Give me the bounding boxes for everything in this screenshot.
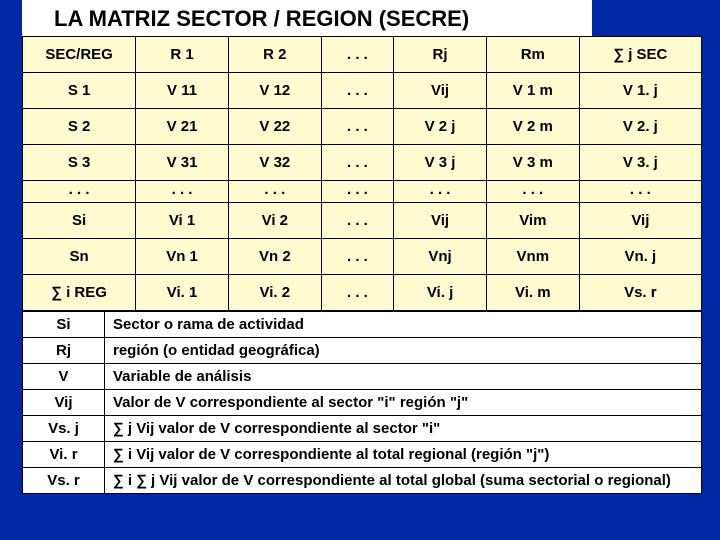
matrix-cell: S 1 — [23, 73, 136, 109]
matrix-column-header: SEC/REG — [23, 37, 136, 73]
matrix-cell: . . . — [321, 145, 393, 181]
matrix-column-header: Rm — [486, 37, 579, 73]
matrix-row: S 2V 21V 22. . .V 2 jV 2 mV 2. j — [23, 109, 702, 145]
legend-key: Vs. j — [23, 416, 105, 442]
legend-key: Vij — [23, 390, 105, 416]
matrix-cell: V 21 — [136, 109, 229, 145]
matrix-row: . . .. . .. . .. . .. . .. . .. . . — [23, 181, 702, 203]
secre-matrix-table: SEC/REGR 1R 2. . .RjRm∑ j SEC S 1V 11V 1… — [22, 36, 702, 311]
matrix-cell: . . . — [321, 239, 393, 275]
matrix-cell: Vij — [394, 73, 487, 109]
matrix-cell: Vn. j — [579, 239, 701, 275]
matrix-cell: Si — [23, 203, 136, 239]
matrix-cell: . . . — [321, 109, 393, 145]
page-title: LA MATRIZ SECTOR / REGION (SECRE) — [22, 0, 592, 36]
legend-definition: ∑ i Vij valor de V correspondiente al to… — [105, 442, 702, 468]
matrix-row: S 1V 11V 12. . .VijV 1 mV 1. j — [23, 73, 702, 109]
matrix-cell: S 2 — [23, 109, 136, 145]
matrix-cell: V 3. j — [579, 145, 701, 181]
matrix-cell: S 3 — [23, 145, 136, 181]
slide: LA MATRIZ SECTOR / REGION (SECRE) SEC/RE… — [22, 0, 702, 494]
matrix-cell: . . . — [23, 181, 136, 203]
matrix-cell: Vi. j — [394, 275, 487, 311]
matrix-cell: . . . — [321, 275, 393, 311]
matrix-cell: V 2 j — [394, 109, 487, 145]
matrix-cell: . . . — [228, 181, 321, 203]
matrix-row: SnVn 1Vn 2. . .VnjVnmVn. j — [23, 239, 702, 275]
matrix-cell: Vi. 2 — [228, 275, 321, 311]
matrix-cell: ∑ i REG — [23, 275, 136, 311]
legend-definition: Valor de V correspondiente al sector "i"… — [105, 390, 702, 416]
matrix-column-header: R 1 — [136, 37, 229, 73]
matrix-cell: Vnm — [486, 239, 579, 275]
legend-row: SiSector o rama de actividad — [23, 312, 702, 338]
legend-row: Rjregión (o entidad geográfica) — [23, 338, 702, 364]
legend-row: Vs. r∑ i ∑ j Vij valor de V correspondie… — [23, 468, 702, 494]
matrix-cell: Sn — [23, 239, 136, 275]
matrix-cell: Vij — [579, 203, 701, 239]
legend-row: Vs. j∑ j Vij valor de V correspondiente … — [23, 416, 702, 442]
matrix-cell: Vij — [394, 203, 487, 239]
matrix-cell: V 12 — [228, 73, 321, 109]
matrix-cell: Vn 1 — [136, 239, 229, 275]
matrix-cell: V 11 — [136, 73, 229, 109]
matrix-cell: Vi. 1 — [136, 275, 229, 311]
legend-definition: ∑ i ∑ j Vij valor de V correspondiente a… — [105, 468, 702, 494]
matrix-cell: . . . — [321, 203, 393, 239]
matrix-cell: V 2 m — [486, 109, 579, 145]
legend-definition: ∑ j Vij valor de V correspondiente al se… — [105, 416, 702, 442]
legend-definition: Sector o rama de actividad — [105, 312, 702, 338]
legend-key: Vs. r — [23, 468, 105, 494]
matrix-cell: . . . — [486, 181, 579, 203]
matrix-row: S 3V 31V 32. . .V 3 jV 3 mV 3. j — [23, 145, 702, 181]
matrix-cell: V 31 — [136, 145, 229, 181]
matrix-column-header: Rj — [394, 37, 487, 73]
matrix-row: ∑ i REGVi. 1Vi. 2. . .Vi. jVi. mVs. r — [23, 275, 702, 311]
legend-table: SiSector o rama de actividadRjregión (o … — [22, 311, 702, 494]
matrix-cell: . . . — [579, 181, 701, 203]
matrix-column-header: ∑ j SEC — [579, 37, 701, 73]
matrix-cell: V 1. j — [579, 73, 701, 109]
matrix-cell: Vnj — [394, 239, 487, 275]
matrix-cell: . . . — [321, 73, 393, 109]
matrix-cell: . . . — [136, 181, 229, 203]
matrix-cell: Vi 2 — [228, 203, 321, 239]
matrix-cell: V 3 j — [394, 145, 487, 181]
matrix-cell: V 1 m — [486, 73, 579, 109]
matrix-cell: Vs. r — [579, 275, 701, 311]
legend-row: VVariable de análisis — [23, 364, 702, 390]
legend-key: Vi. r — [23, 442, 105, 468]
matrix-cell: V 22 — [228, 109, 321, 145]
matrix-cell: Vi. m — [486, 275, 579, 311]
matrix-cell: V 2. j — [579, 109, 701, 145]
matrix-cell: . . . — [321, 181, 393, 203]
matrix-cell: V 32 — [228, 145, 321, 181]
matrix-cell: Vn 2 — [228, 239, 321, 275]
legend-key: V — [23, 364, 105, 390]
legend-definition: Variable de análisis — [105, 364, 702, 390]
matrix-cell: V 3 m — [486, 145, 579, 181]
matrix-cell: Vim — [486, 203, 579, 239]
matrix-row: SiVi 1Vi 2. . .VijVimVij — [23, 203, 702, 239]
legend-key: Rj — [23, 338, 105, 364]
legend-row: Vi. r∑ i Vij valor de V correspondiente … — [23, 442, 702, 468]
matrix-cell: . . . — [394, 181, 487, 203]
matrix-cell: Vi 1 — [136, 203, 229, 239]
matrix-header-row: SEC/REGR 1R 2. . .RjRm∑ j SEC — [23, 37, 702, 73]
matrix-column-header: R 2 — [228, 37, 321, 73]
matrix-column-header: . . . — [321, 37, 393, 73]
legend-key: Si — [23, 312, 105, 338]
legend-row: VijValor de V correspondiente al sector … — [23, 390, 702, 416]
legend-definition: región (o entidad geográfica) — [105, 338, 702, 364]
